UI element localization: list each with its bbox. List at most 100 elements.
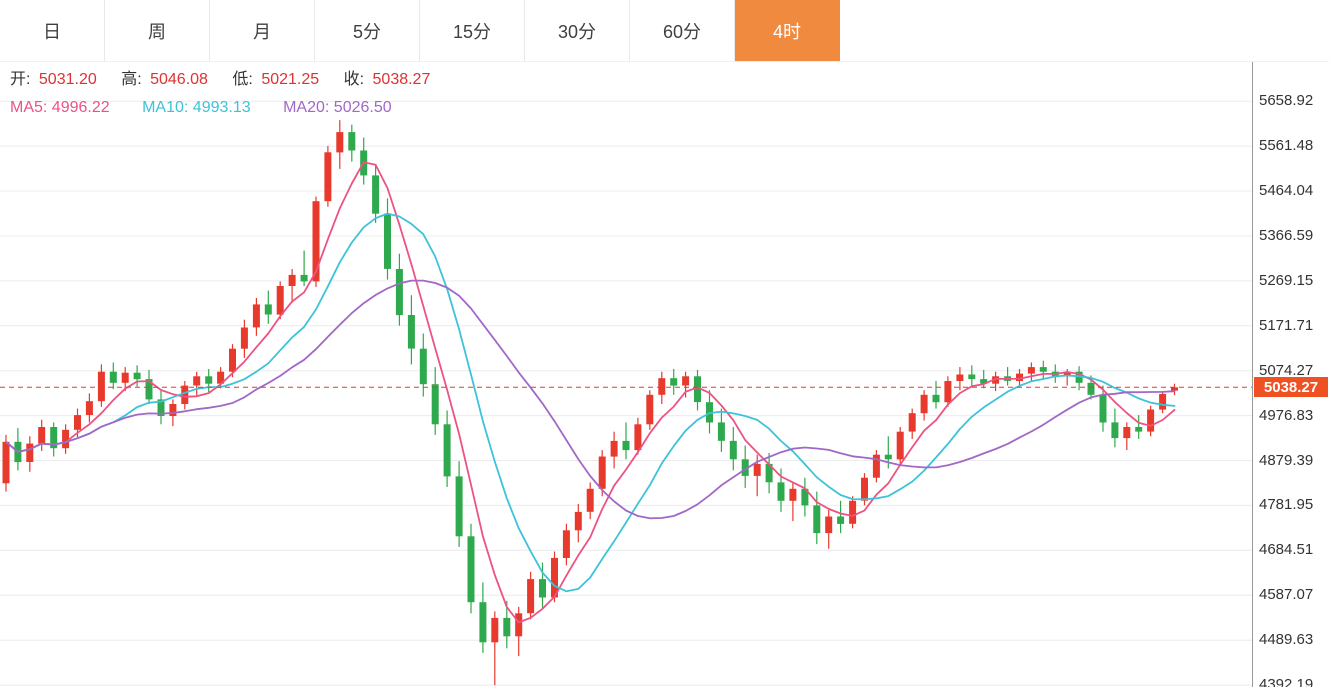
candle-body (264, 304, 272, 315)
candle-body (288, 274, 296, 286)
candle-body (1159, 393, 1167, 410)
ma5-line (5, 161, 1176, 624)
candle-body (324, 152, 332, 202)
tab-day[interactable]: 日 (0, 0, 105, 61)
candle-body (729, 440, 737, 460)
candlestick-chart-area[interactable]: 开: 5031.20 高: 5046.08 低: 5021.25 收: 5038… (0, 62, 1252, 687)
candle-body (777, 482, 785, 501)
timeframe-tabbar: 日 周 月 5分 15分 30分 60分 4时 (0, 0, 1329, 62)
candle-body (169, 404, 177, 416)
candle-body (38, 427, 46, 444)
y-axis-label: 4879.39 (1259, 451, 1314, 469)
candle-body (312, 201, 320, 282)
candle-body (229, 348, 236, 372)
candle-body (896, 431, 904, 460)
candle-body (682, 376, 690, 386)
candle-body (50, 427, 58, 449)
candle-body (789, 488, 797, 501)
candle-body (551, 557, 558, 598)
candle-body (1123, 427, 1131, 439)
candle-body (407, 315, 415, 349)
y-axis-label: 5074.27 (1259, 361, 1314, 379)
candle-body (562, 530, 570, 558)
candle-body (419, 348, 427, 385)
candle-body (670, 378, 678, 386)
candle-body (515, 613, 523, 637)
candle-body (1027, 367, 1035, 374)
candle-body (610, 440, 618, 457)
candle-body (634, 424, 642, 451)
candle-body (622, 440, 630, 451)
candle-body (121, 372, 129, 383)
candle-body (646, 394, 654, 425)
candle-body (372, 175, 380, 214)
candle-body (968, 374, 976, 380)
candle-body (753, 463, 761, 476)
candle-body (801, 488, 809, 506)
candle-body (252, 304, 260, 328)
candle-body (872, 454, 880, 478)
tab-5min[interactable]: 5分 (315, 0, 420, 61)
candle-body (348, 132, 356, 151)
candle-body (300, 274, 308, 282)
candle-body (467, 536, 475, 603)
candle-body (908, 413, 916, 432)
candle-body (813, 505, 821, 534)
candle-body (920, 394, 928, 414)
y-axis-label: 5658.92 (1259, 92, 1314, 110)
candle-body (276, 286, 284, 315)
candle-body (932, 394, 940, 403)
y-axis-label: 4976.83 (1259, 406, 1314, 424)
candle-body (658, 378, 666, 395)
price-axis: 5038.27 5658.92 5561.48 5464.04 5366.59 5269… (1252, 62, 1329, 687)
last-price-marker: 5038.27 (1254, 377, 1328, 398)
tab-week[interactable]: 周 (105, 0, 210, 61)
candle-body (717, 422, 725, 441)
candle-body (741, 459, 749, 476)
y-axis-label: 5366.59 (1259, 226, 1314, 244)
candle-body (109, 371, 117, 383)
y-axis-label: 4781.95 (1259, 496, 1314, 514)
chart-canvas (0, 100, 1252, 686)
candle-body (527, 579, 535, 614)
candle-body (491, 617, 499, 643)
y-axis-label: 4489.63 (1259, 631, 1314, 649)
candle-body (443, 424, 451, 477)
candle-body (26, 443, 34, 462)
candle-body (205, 376, 213, 384)
candle-body (980, 379, 988, 384)
candle-body (181, 385, 189, 404)
candle-body (455, 476, 463, 537)
candle-body (74, 415, 81, 430)
candle-body (574, 511, 582, 531)
tab-month[interactable]: 月 (210, 0, 315, 61)
tab-30min[interactable]: 30分 (525, 0, 630, 61)
candle-body (825, 516, 833, 534)
candle-body (85, 401, 93, 415)
candle-body (62, 429, 70, 449)
candle-body (1135, 427, 1143, 432)
candle-body (479, 602, 487, 643)
candle-body (145, 379, 153, 400)
tab-15min[interactable]: 15分 (420, 0, 525, 61)
candle-body (849, 500, 857, 524)
candle-body (1111, 422, 1119, 439)
candle-body (97, 371, 105, 402)
candle-body (944, 381, 952, 403)
y-axis-label: 5464.04 (1259, 182, 1314, 200)
y-axis-label: 5561.48 (1259, 137, 1314, 155)
candle-body (157, 399, 165, 416)
candle-body (992, 376, 1000, 384)
y-axis-label: 5171.71 (1259, 316, 1314, 334)
candle-body (1075, 371, 1083, 383)
candle-body (431, 384, 439, 425)
candle-body (1171, 387, 1178, 391)
candle-body (837, 516, 845, 524)
candle-body (1063, 371, 1071, 377)
tab-4hour[interactable]: 4时 (735, 0, 840, 61)
candle-body (384, 213, 391, 269)
tab-60min[interactable]: 60分 (630, 0, 735, 61)
candle-body (1087, 382, 1095, 395)
candle-body (395, 269, 403, 316)
y-axis-label: 4587.07 (1259, 586, 1314, 604)
